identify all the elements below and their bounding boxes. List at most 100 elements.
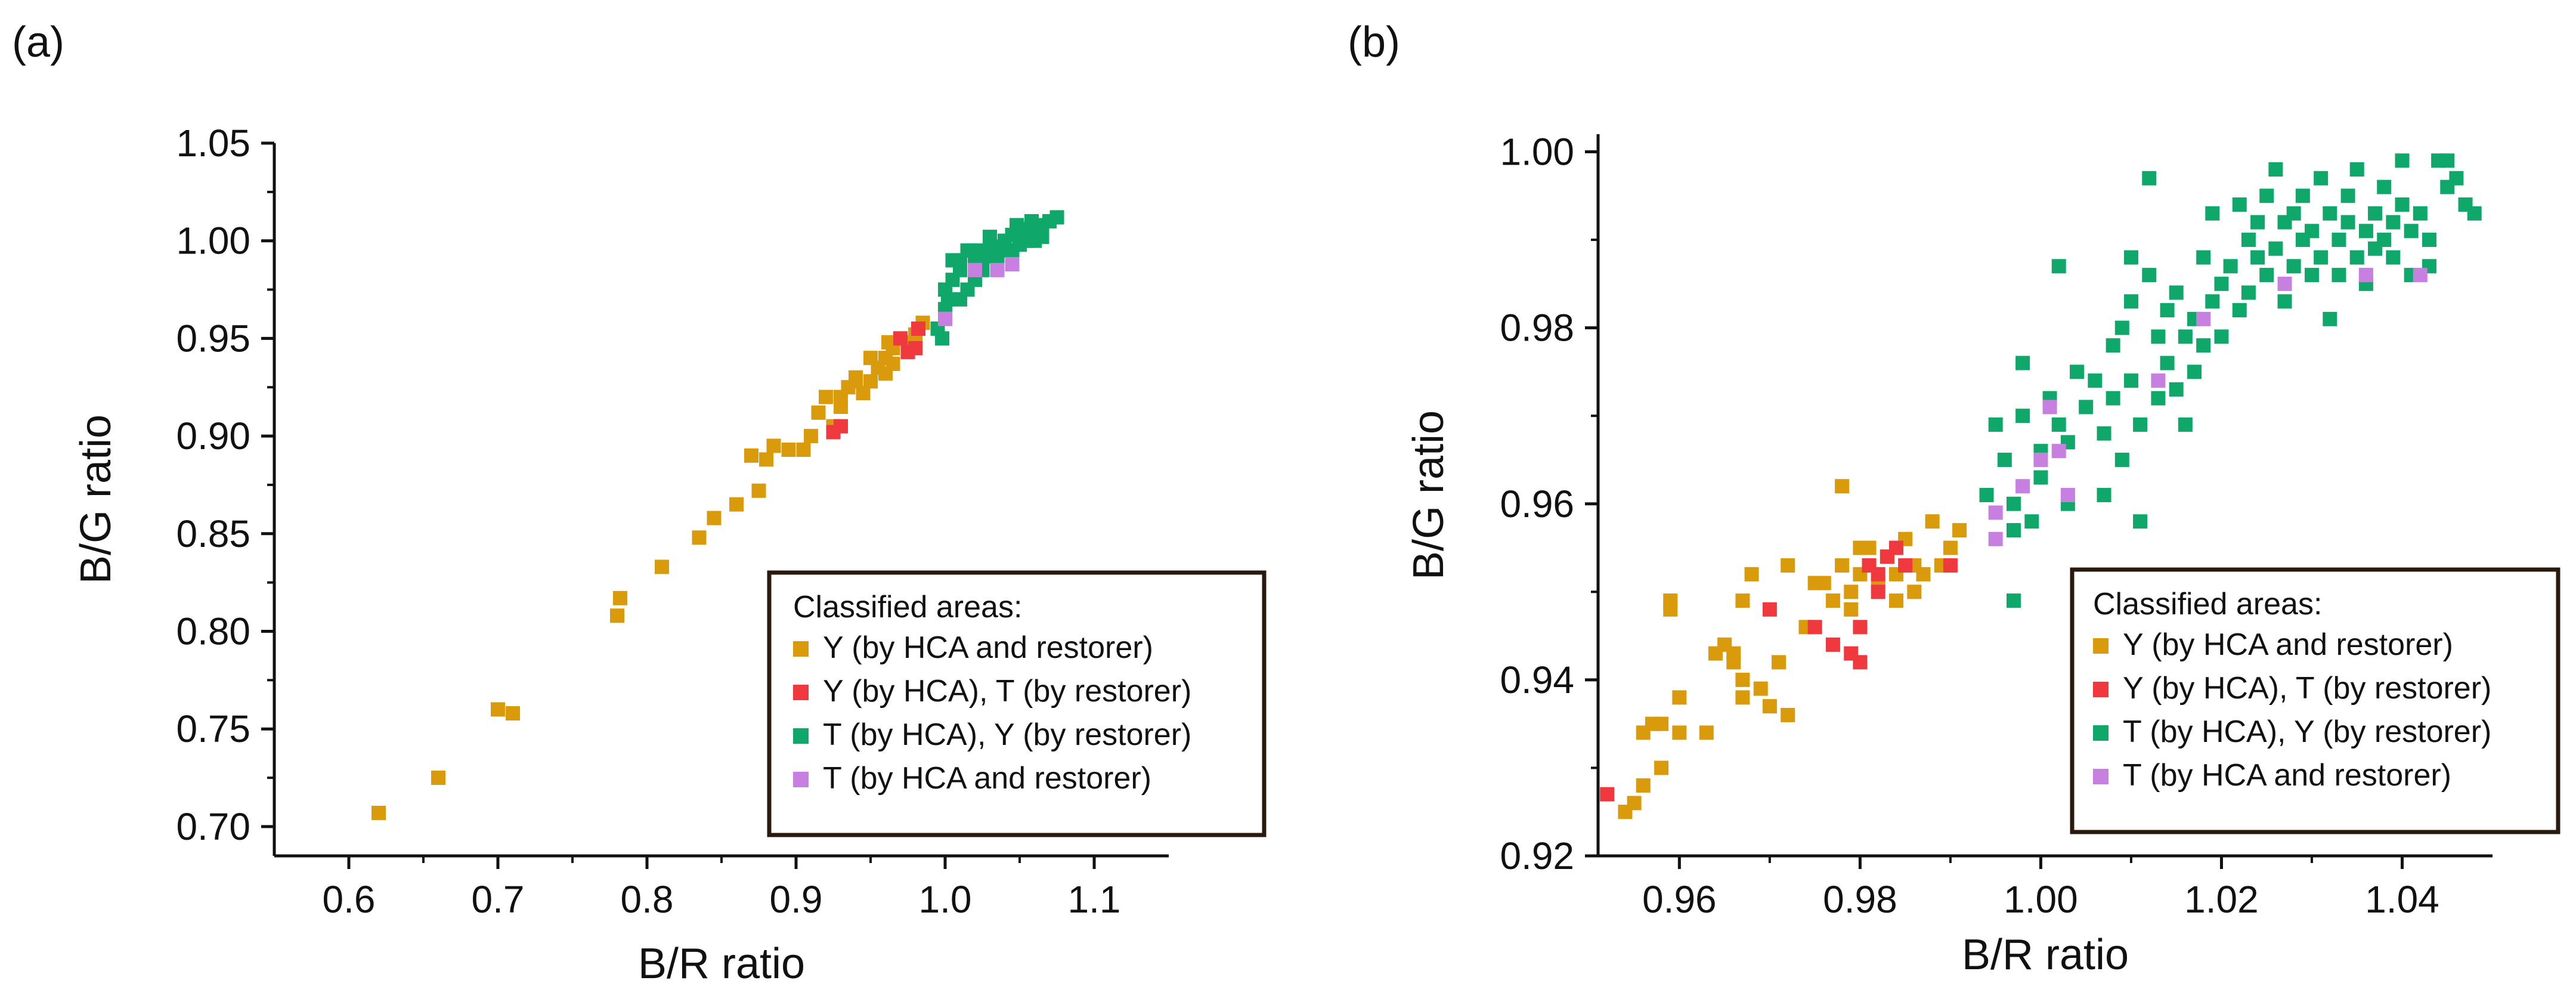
data-point: [2051, 417, 2066, 432]
data-point: [2196, 338, 2211, 353]
data-point: [2097, 488, 2111, 502]
data-point: [655, 559, 669, 574]
legend-box: [767, 570, 1267, 837]
data-point: [1663, 602, 1678, 617]
data-point: [2332, 268, 2346, 283]
x-tick-label: 0.8: [621, 878, 674, 921]
data-point: [945, 253, 960, 268]
data-point: [1816, 576, 1831, 590]
data-point: [1753, 681, 1768, 696]
data-point: [2277, 294, 2292, 309]
data-point: [1024, 214, 1039, 228]
data-point: [863, 351, 878, 366]
data-point: [1862, 540, 1877, 555]
data-point: [1871, 584, 1885, 599]
data-point: [2006, 593, 2021, 608]
data-point: [1672, 725, 1687, 740]
data-point: [2349, 250, 2364, 265]
series-1: [1600, 540, 1958, 802]
data-point: [2314, 171, 2329, 185]
data-point: [2467, 206, 2482, 221]
y-tick-label: 0.90: [176, 415, 250, 457]
data-point: [1871, 567, 1885, 582]
y-tick-label: 1.00: [1500, 131, 1574, 174]
data-point: [2250, 250, 2265, 265]
data-point: [2151, 329, 2166, 344]
data-point: [1005, 256, 1020, 271]
data-point: [1672, 690, 1687, 705]
data-point: [613, 590, 627, 605]
data-point: [819, 389, 833, 404]
data-point: [2323, 206, 2337, 221]
data-point: [1844, 602, 1859, 617]
data-point: [1889, 540, 1903, 555]
data-point: [2123, 294, 2138, 309]
data-point: [2413, 268, 2428, 283]
data-point: [610, 608, 624, 623]
data-point: [2395, 153, 2410, 168]
series-1: [826, 321, 925, 440]
data-point: [1762, 699, 1777, 714]
data-point: [1772, 655, 1787, 670]
legend-swatch: [2093, 682, 2109, 697]
panel-a: (a) 0.6 0.7 0.8 0.9 1.0 1.1 0.700.750.800.850…: [12, 18, 1267, 988]
data-point: [1952, 523, 1967, 538]
data-point: [766, 438, 781, 453]
data-point: [1744, 567, 1759, 582]
y-ticks: 0.92 0.94 0.96 0.98 1.00: [1500, 131, 1598, 877]
data-point: [1762, 602, 1777, 617]
data-point: [2358, 224, 2373, 239]
data-point: [2123, 373, 2138, 388]
data-point: [431, 771, 445, 785]
data-point: [2151, 373, 2166, 388]
series-0: [1618, 479, 1967, 819]
x-tick-label: 0.9: [770, 878, 823, 921]
data-point: [2295, 188, 2310, 203]
y-tick-label: 0.75: [176, 707, 250, 750]
data-point: [1654, 716, 1669, 731]
data-point: [2268, 241, 2283, 256]
y-tick-label: 0.85: [176, 512, 250, 555]
data-point: [908, 341, 922, 355]
data-point: [2079, 400, 2094, 415]
data-point: [849, 370, 863, 385]
legend-label: T (by HCA), Y (by restorer): [823, 718, 1191, 752]
data-point: [2332, 233, 2346, 248]
data-point: [2070, 364, 2085, 379]
legend-swatch: [793, 728, 809, 744]
data-point: [2196, 311, 2211, 326]
data-point: [2286, 259, 2301, 274]
x-tick-label: 1.02: [2184, 878, 2259, 921]
data-point: [1907, 584, 1922, 599]
data-point: [935, 331, 949, 346]
data-point: [1726, 655, 1741, 670]
data-point: [2268, 162, 2283, 177]
data-point: [1988, 417, 2003, 432]
x-axis-title: B/R ratio: [638, 940, 805, 988]
panel-label-a: (a): [12, 18, 64, 66]
data-point: [2404, 224, 2419, 239]
data-point: [2178, 417, 2193, 432]
legend-swatch: [2093, 725, 2109, 741]
x-tick-label: 0.6: [323, 878, 376, 921]
data-point: [491, 702, 505, 717]
data-point: [2106, 338, 2120, 353]
y-tick-label: 0.70: [176, 805, 250, 848]
data-point: [2015, 355, 2030, 370]
y-ticks: 0.70 0.75 0.80 0.85 0.90 0.95 1.00 1.05: [176, 122, 274, 848]
data-point: [759, 452, 773, 467]
legend-swatch: [2093, 769, 2109, 784]
y-tick-label: 0.96: [1500, 483, 1574, 525]
x-ticks: 0.6 0.7 0.8 0.9 1.0 1.1: [323, 856, 1120, 921]
data-point: [2214, 329, 2229, 344]
data-point: [2395, 197, 2410, 212]
data-point: [506, 706, 520, 720]
legend: Classified areas: Y (by HCA and restorer…: [767, 570, 1267, 837]
data-point: [1844, 584, 1859, 599]
data-point: [2196, 250, 2211, 265]
data-point: [2304, 268, 2319, 283]
legend-label: T (by HCA), Y (by restorer): [2123, 715, 2491, 749]
data-point: [729, 497, 744, 512]
legend-item: Y (by HCA and restorer): [2093, 627, 2453, 662]
x-tick-label: 1.00: [2004, 878, 2078, 921]
